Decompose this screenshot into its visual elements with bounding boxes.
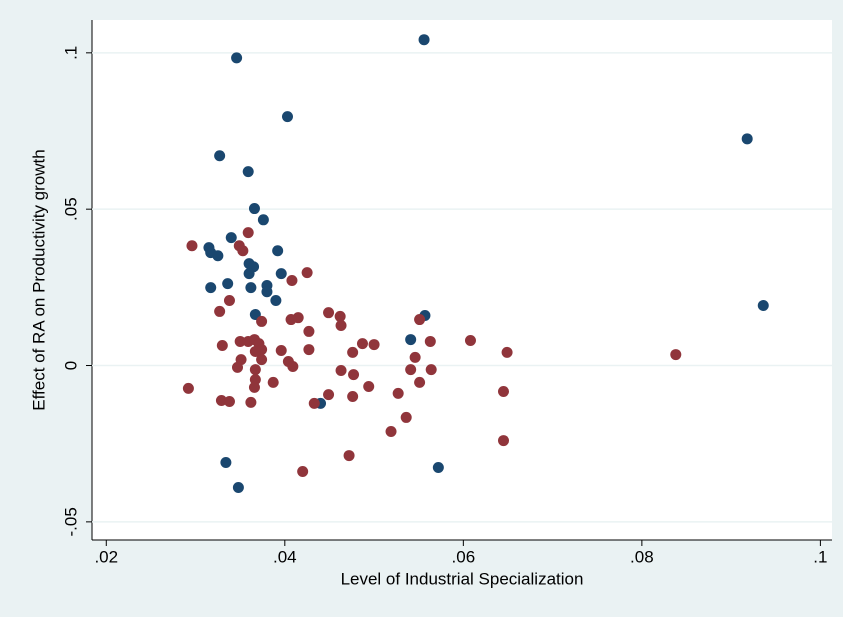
point: [245, 282, 257, 294]
point: [347, 390, 359, 402]
y-tick-label: -.05: [61, 507, 80, 536]
point: [248, 203, 260, 215]
point: [343, 450, 355, 462]
point: [270, 294, 282, 306]
point: [363, 380, 375, 392]
point: [409, 351, 421, 363]
point: [323, 307, 335, 319]
point: [234, 335, 246, 347]
point: [670, 349, 682, 361]
point: [186, 240, 198, 252]
point: [222, 278, 234, 290]
point: [405, 334, 417, 346]
point: [356, 338, 368, 350]
point: [308, 397, 320, 409]
point: [237, 245, 249, 257]
point: [323, 389, 335, 401]
point: [418, 34, 430, 46]
point: [297, 466, 309, 478]
point: [501, 346, 513, 358]
point: [232, 481, 244, 493]
point: [335, 319, 347, 331]
x-axis-title: Level of Industrial Specialization: [341, 569, 584, 588]
point: [214, 305, 226, 317]
point: [231, 52, 243, 64]
point: [223, 294, 235, 306]
point: [182, 382, 194, 394]
point: [347, 346, 359, 358]
point: [498, 435, 510, 447]
point: [249, 345, 261, 357]
point: [303, 344, 315, 356]
point: [216, 340, 228, 352]
point: [248, 381, 260, 393]
point: [425, 364, 437, 376]
point: [275, 345, 287, 357]
point: [414, 314, 426, 326]
point: [400, 411, 412, 423]
point: [220, 456, 232, 468]
point: [285, 314, 297, 326]
x-tick-label: .06: [452, 547, 476, 566]
point: [243, 268, 255, 280]
point: [405, 364, 417, 376]
point: [281, 111, 293, 123]
point: [215, 395, 227, 407]
point: [385, 425, 397, 437]
y-tick-label: .1: [61, 46, 80, 60]
point: [464, 335, 476, 347]
point: [424, 335, 436, 347]
point: [256, 315, 268, 327]
x-tick-label: .1: [813, 547, 827, 566]
y-tick-label: 0: [61, 361, 80, 370]
point: [261, 286, 273, 298]
point: [286, 274, 298, 286]
x-tick-label: .02: [94, 547, 118, 566]
x-tick-label: .08: [630, 547, 654, 566]
point: [256, 354, 268, 366]
point: [275, 268, 287, 280]
point: [432, 461, 444, 473]
point: [272, 245, 284, 257]
point: [205, 282, 217, 294]
point: [212, 250, 224, 262]
point: [334, 310, 346, 322]
point: [348, 369, 360, 381]
point: [392, 387, 404, 399]
point: [223, 395, 235, 407]
point: [257, 214, 269, 226]
point: [335, 365, 347, 377]
point: [232, 361, 244, 373]
point: [368, 339, 380, 351]
point: [414, 376, 426, 388]
point: [498, 385, 510, 397]
point: [301, 267, 313, 279]
point: [225, 232, 237, 244]
x-tick-label: .04: [273, 547, 297, 566]
point: [741, 133, 753, 145]
y-axis-title: Effect of RA on Productivity growth: [29, 149, 48, 410]
point: [242, 166, 254, 178]
plot-area: [92, 20, 832, 540]
point: [757, 299, 769, 311]
y-tick-label: .05: [61, 197, 80, 221]
point: [214, 150, 226, 162]
point: [303, 325, 315, 337]
point: [267, 376, 279, 388]
point: [245, 396, 257, 408]
point: [287, 360, 299, 372]
point: [249, 364, 261, 376]
point: [242, 227, 254, 239]
